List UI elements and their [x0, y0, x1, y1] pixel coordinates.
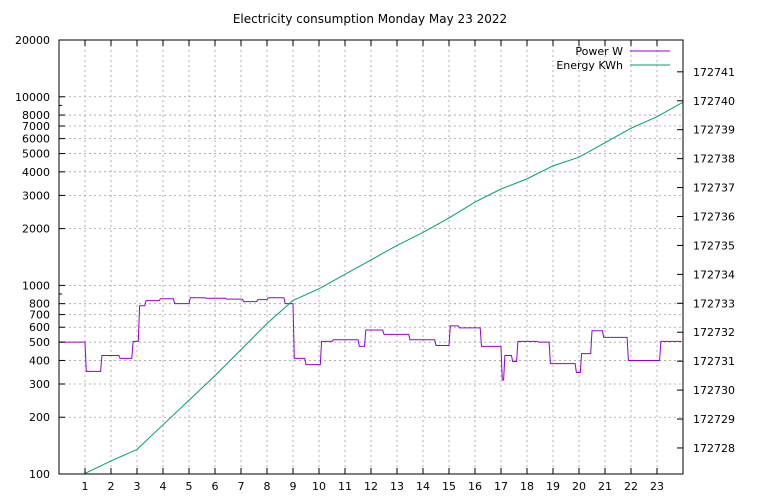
- y2-tick-label: 172740: [693, 95, 735, 108]
- x-tick-label: 22: [624, 480, 638, 493]
- y-tick-label: 200: [29, 411, 50, 424]
- x-tick-label: 20: [572, 480, 586, 493]
- y-tick-label: 10000: [15, 91, 50, 104]
- plot-frame: [58, 39, 684, 475]
- x-tick-label: 8: [264, 480, 271, 493]
- x-tick-label: 12: [364, 480, 378, 493]
- legend-label-energy-kwh: Energy KWh: [556, 59, 623, 72]
- y-tick-label: 800: [29, 298, 50, 311]
- x-tick-label: 13: [390, 480, 404, 493]
- x-tick-label: 10: [312, 480, 326, 493]
- y-tick-label: 400: [29, 354, 50, 367]
- x-tick-label: 15: [442, 480, 456, 493]
- axes: 1 2 3 4 5 6 7 8 9 10 11 12 13 14 15 16 17 18 19 20 21 22 23100…: [15, 34, 735, 493]
- y-tick-label: 20000: [15, 34, 50, 47]
- y2-tick-label: 172732: [693, 326, 735, 339]
- y-tick-label: 5000: [22, 148, 50, 161]
- legend-label-power-w: Power W: [575, 45, 623, 58]
- y2-tick-label: 172730: [693, 384, 735, 397]
- y-tick-label: 300: [29, 378, 50, 391]
- x-tick-label: 18: [520, 480, 534, 493]
- y-tick-label: 1000: [22, 279, 50, 292]
- x-tick-label: 4: [160, 480, 167, 493]
- grid-lines: [59, 40, 683, 474]
- x-tick-label: 5: [186, 480, 193, 493]
- y2-tick-label: 172737: [693, 182, 735, 195]
- x-tick-label: 21: [598, 480, 612, 493]
- x-tick-label: 1: [82, 480, 89, 493]
- x-tick-label: 9: [290, 480, 297, 493]
- y-tick-label: 8000: [22, 109, 50, 122]
- y2-tick-label: 172734: [693, 268, 735, 281]
- x-tick-label: 19: [546, 480, 560, 493]
- y-tick-label: 3000: [22, 189, 50, 202]
- x-tick-label: 16: [468, 480, 482, 493]
- power-w-line: [59, 297, 682, 381]
- chart-title: Electricity consumption Monday May 23 20…: [233, 12, 507, 26]
- x-tick-label: 7: [238, 480, 245, 493]
- y2-tick-label: 172741: [693, 66, 735, 79]
- y2-tick-label: 172739: [693, 124, 735, 137]
- x-tick-label: 23: [650, 480, 664, 493]
- energy-kwh-line: [84, 101, 684, 474]
- x-tick-label: 11: [338, 480, 352, 493]
- y-tick-label: 4000: [22, 166, 50, 179]
- y-tick-label: 700: [29, 309, 50, 322]
- x-tick-label: 2: [108, 480, 115, 493]
- y-tick-label: 2000: [22, 223, 50, 236]
- series-layer: [59, 101, 684, 474]
- x-tick-label: 3: [134, 480, 141, 493]
- y-tick-label: 7000: [22, 120, 50, 133]
- y2-tick-label: 172731: [693, 355, 735, 368]
- y-tick-label: 500: [29, 336, 50, 349]
- x-tick-label: 6: [212, 480, 219, 493]
- y2-tick-label: 172733: [693, 297, 735, 310]
- x-tick-label: 17: [494, 480, 508, 493]
- y-tick-label: 600: [29, 321, 50, 334]
- y-tick-label: 6000: [22, 133, 50, 146]
- y2-tick-label: 172728: [693, 442, 735, 455]
- y2-tick-label: 172729: [693, 413, 735, 426]
- y2-tick-label: 172738: [693, 153, 735, 166]
- y2-tick-label: 172736: [693, 210, 735, 223]
- y2-tick-label: 172735: [693, 239, 735, 252]
- y-tick-label: 100: [29, 468, 50, 481]
- x-tick-label: 14: [416, 480, 430, 493]
